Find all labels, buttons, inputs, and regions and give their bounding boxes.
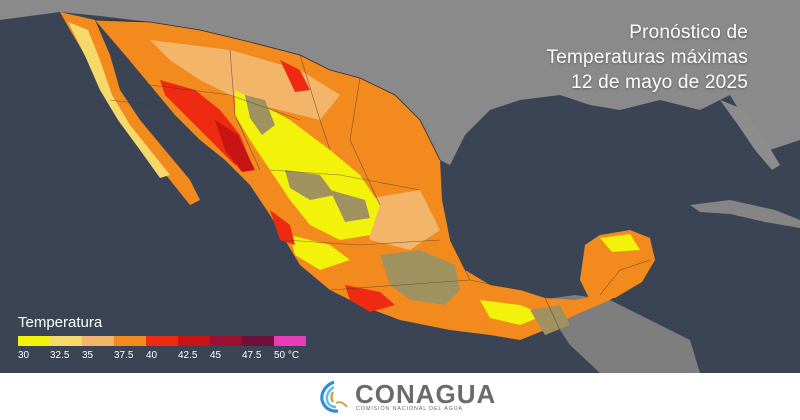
- peach-zone-north: [150, 40, 340, 120]
- legend-tick-label: 42.5: [178, 350, 198, 361]
- highland-zacatecas: [330, 190, 370, 222]
- title-line-2: Temperaturas máximas: [546, 47, 748, 68]
- map-canvas: [0, 0, 800, 373]
- florida-land: [720, 100, 780, 170]
- legend-tick-label: 47.5: [242, 350, 262, 361]
- legend-tick-label: 40: [146, 350, 158, 361]
- legend-swatch: [82, 336, 114, 346]
- brand-name: CONAGUA: [355, 379, 497, 409]
- highland-sierra: [245, 95, 275, 135]
- conagua-logo-icon: [320, 380, 348, 413]
- hot-zone-sinaloa: [215, 120, 255, 172]
- legend-tick-label: 35: [82, 350, 94, 361]
- title-line-1: Pronóstico de: [629, 22, 748, 43]
- state-borders: [109, 49, 651, 331]
- legend-swatch: [18, 336, 50, 346]
- temperature-legend: Temperatura 30 32.5 35 37.5 40 42.5 45 47.5 50 °…: [12, 312, 312, 367]
- us-border: [94, 19, 441, 161]
- legend-tick-label: 45: [210, 350, 222, 361]
- legend-title: Temperatura: [18, 314, 103, 331]
- legend-swatch: [114, 336, 146, 346]
- baja-coastal-zone: [68, 22, 170, 178]
- legend-tick-labels: 30 32.5 35 37.5 40 42.5 45 47.5 50 °C: [12, 350, 312, 364]
- hot-zone-jalisco: [270, 210, 295, 245]
- hot-zone-chihuahua: [280, 60, 310, 92]
- legend-color-bar: [18, 336, 306, 346]
- legend-swatch: [274, 336, 306, 346]
- central-america-land: [540, 295, 700, 373]
- legend-swatch: [50, 336, 82, 346]
- highland-chiapas: [530, 305, 570, 335]
- legend-swatch: [146, 336, 178, 346]
- legend-tick-label: 50 °C: [274, 350, 300, 361]
- yellow-zone-center: [290, 235, 350, 270]
- highland-central: [380, 250, 460, 305]
- brand-subtitle: COMISIÓN NACIONAL DEL AGUA: [356, 406, 463, 412]
- legend-swatch: [178, 336, 210, 346]
- cuba-land: [690, 200, 800, 228]
- legend-swatch: [210, 336, 242, 346]
- yellow-zone-isthmus: [480, 300, 545, 325]
- hot-zone-guerrero: [345, 285, 395, 312]
- title-line-3: 12 de mayo de 2025: [571, 72, 748, 93]
- footer: CONAGUA COMISIÓN NACIONAL DEL AGUA: [0, 373, 800, 420]
- legend-tick-label: 30: [18, 350, 30, 361]
- legend-tick-label: 32.5: [50, 350, 70, 361]
- temperature-map: [0, 0, 800, 373]
- northern-landmass: [0, 0, 800, 165]
- legend-tick-label: 37.5: [114, 350, 134, 361]
- legend-swatch: [242, 336, 274, 346]
- yucatan-north-coast: [600, 234, 640, 252]
- map-title: Pronóstico de Temperaturas máximas 12 de…: [547, 20, 748, 95]
- highland-durango: [285, 170, 335, 200]
